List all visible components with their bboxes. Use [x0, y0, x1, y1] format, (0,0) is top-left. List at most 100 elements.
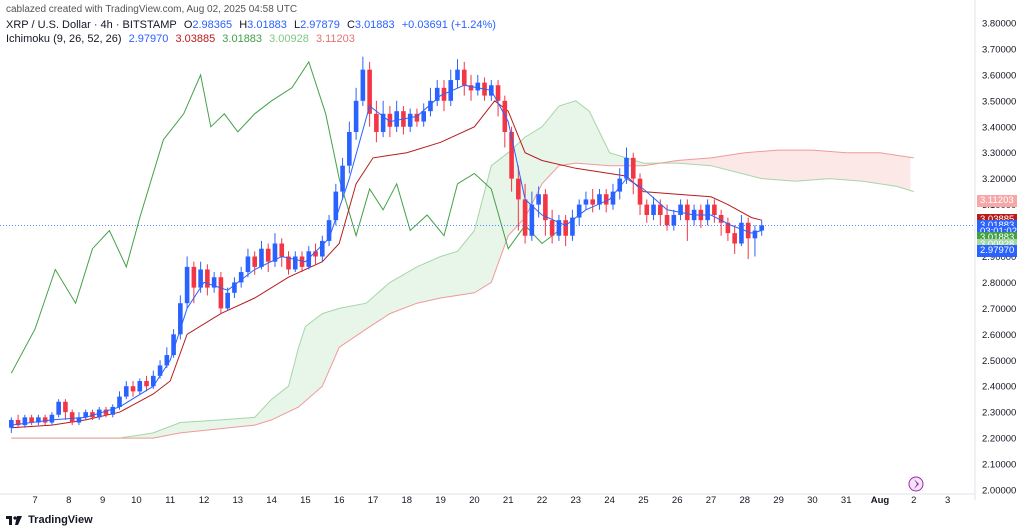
candle-body	[434, 87, 440, 101]
candle-body	[718, 214, 724, 223]
candle-body	[495, 85, 501, 101]
x-tick-label: 11	[165, 495, 175, 506]
x-tick-label: 29	[773, 495, 784, 506]
candle-body	[76, 417, 82, 423]
y-tick-label: 3.60000	[982, 70, 1016, 81]
y-tick-label: 3.20000	[982, 174, 1016, 185]
candle-body	[205, 269, 210, 288]
x-tick-label: 12	[199, 495, 210, 506]
y-tick-label: 2.20000	[982, 434, 1016, 445]
candle-body	[583, 199, 589, 205]
leading-span-a-line	[11, 100, 914, 439]
candle-body	[725, 222, 731, 234]
candle-body	[597, 194, 602, 205]
candle-body	[394, 111, 399, 127]
candle-body	[759, 225, 764, 231]
x-tick-label: 13	[233, 495, 244, 506]
candle-body	[279, 243, 285, 257]
x-tick-label: 14	[266, 495, 277, 506]
candle-body	[347, 131, 352, 166]
y-tick-label: 3.70000	[982, 44, 1016, 55]
x-tick-label: 21	[503, 495, 514, 506]
candle-body	[516, 178, 521, 200]
base-line	[11, 100, 762, 429]
y-tick-label: 2.60000	[982, 330, 1016, 341]
y-tick-label: 3.30000	[982, 148, 1016, 159]
candle-body	[171, 334, 176, 356]
x-tick-label: 9	[100, 495, 105, 506]
y-tick-label: 2.70000	[982, 304, 1016, 315]
x-tick-label: 25	[638, 495, 649, 506]
candle-body	[732, 233, 737, 244]
candle-body	[333, 191, 339, 221]
candle-body	[198, 269, 203, 288]
candle-body	[313, 251, 318, 257]
candle-body	[624, 157, 629, 179]
candle-body	[157, 365, 163, 376]
candle-body	[705, 204, 710, 221]
candle-body	[590, 199, 595, 205]
candle-body	[603, 194, 609, 205]
candle-body	[644, 204, 650, 215]
candle-body	[272, 243, 278, 262]
candle-body	[475, 82, 481, 91]
candle-body	[144, 381, 149, 387]
replay-icon[interactable]	[908, 476, 924, 492]
candle-body	[374, 113, 379, 132]
candle-body	[238, 272, 244, 283]
high-label: H	[239, 19, 248, 31]
candle-body	[752, 230, 758, 239]
y-tick-label: 3.50000	[982, 96, 1016, 107]
x-tick-label: 26	[672, 495, 683, 506]
x-tick-label: 31	[841, 495, 852, 506]
x-tick-label: 2	[911, 495, 916, 506]
x-tick-label: 22	[537, 495, 548, 506]
x-tick-label: Aug	[871, 495, 890, 506]
candle-body	[678, 204, 683, 215]
candle-body	[123, 386, 129, 397]
candle-body	[617, 178, 623, 192]
indicator-conversion-value: 2.97970	[128, 33, 169, 45]
x-tick-label: 7	[32, 495, 37, 506]
candle-body	[637, 178, 643, 205]
x-tick-label: 28	[740, 495, 751, 506]
x-tick-label: 17	[368, 495, 379, 506]
candle-body	[164, 355, 170, 366]
symbol-title: XRP / U.S. Dollar · 4h · BITSTAMP	[6, 19, 177, 31]
indicator-lagging-value: 3.01883	[222, 33, 263, 45]
candle-body	[529, 204, 535, 236]
candle-body	[252, 256, 257, 267]
low-value: 2.97879	[300, 19, 340, 31]
candle-body	[320, 240, 325, 257]
candle-body	[184, 266, 190, 304]
y-tick-label: 2.90000	[982, 252, 1016, 263]
candle-body	[461, 69, 467, 86]
candle-body	[387, 113, 393, 127]
candle-body	[428, 100, 433, 112]
y-tick-label: 3.80000	[982, 18, 1016, 29]
candle-body	[130, 386, 136, 392]
price-tag: 3.11203	[977, 195, 1017, 208]
indicator-legend[interactable]: Ichimoku (9, 26, 52, 26) 2.97970 3.03885…	[6, 33, 359, 45]
candle-body	[407, 113, 413, 127]
candle-body	[468, 85, 474, 91]
candle-body	[421, 111, 426, 122]
candle-body	[556, 220, 562, 236]
candle-body	[360, 69, 366, 101]
candle-body	[549, 220, 555, 236]
candle-body	[90, 412, 95, 418]
candle-body	[29, 417, 34, 423]
candle-body	[22, 417, 28, 426]
y-tick-label: 2.30000	[982, 408, 1016, 419]
candle-body	[739, 222, 744, 244]
ohlc-values: O2.98365 H3.01883 L2.97879 C3.01883 +0.0…	[184, 19, 500, 31]
candle-body	[36, 417, 41, 423]
candle-body	[536, 194, 541, 205]
candle-body	[367, 69, 372, 114]
candle-body	[56, 401, 61, 415]
high-value: 3.01883	[247, 19, 287, 31]
candle-body	[610, 191, 616, 205]
candle-body	[83, 412, 88, 418]
symbol-legend: XRP / U.S. Dollar · 4h · BITSTAMP O2.983…	[6, 19, 504, 31]
